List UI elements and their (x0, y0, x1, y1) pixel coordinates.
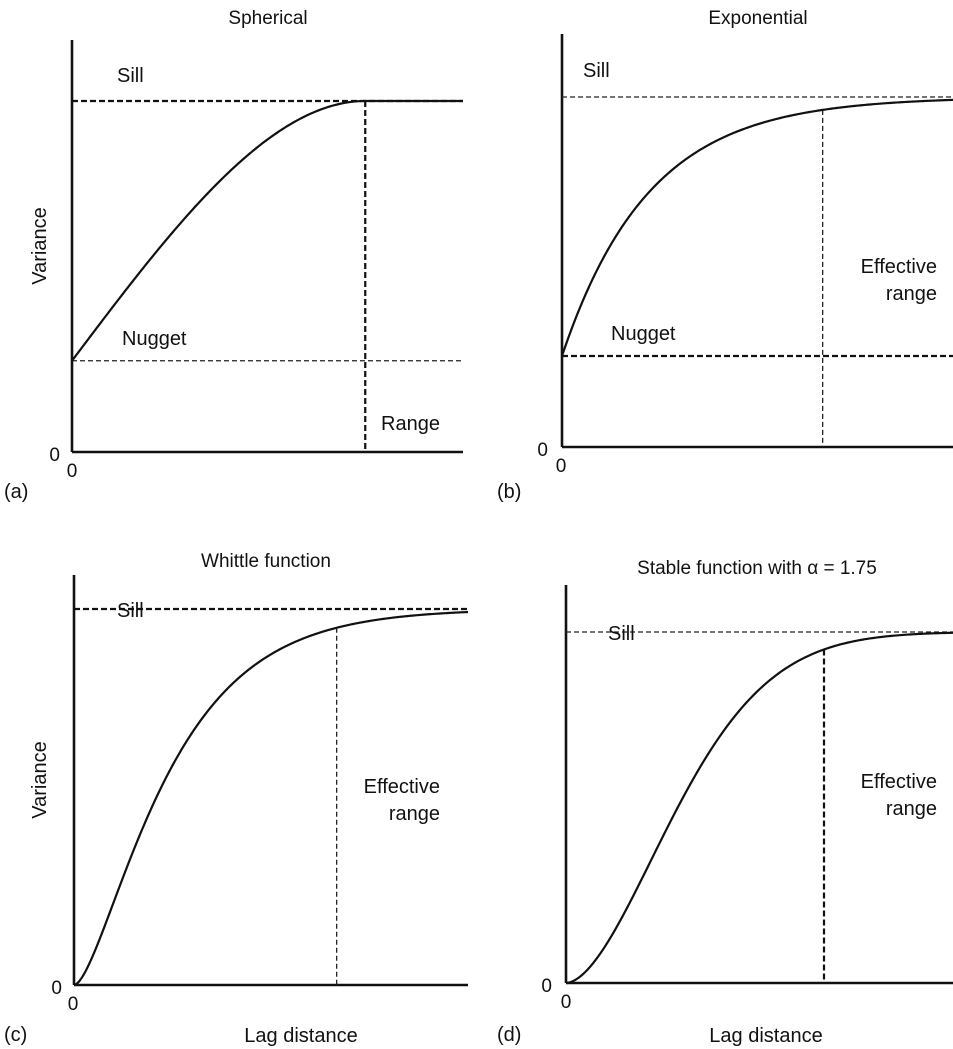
panel-b-nugget-label: Nugget (611, 323, 676, 345)
panel-a: Spherical Sill Nugget Range Variance 0 0… (4, 8, 463, 503)
panel-a-y-axis-label: Variance (29, 207, 51, 284)
panel-a-y-tick: 0 (49, 445, 60, 466)
panel-c: Whittle function Sill Effective range Va… (4, 551, 469, 1047)
panel-b-y-tick: 0 (537, 440, 548, 461)
panel-d: Stable function with α = 1.75 Sill Effec… (497, 558, 953, 1047)
panel-b-sill-label: Sill (583, 60, 610, 82)
panel-d-series-line (565, 631, 953, 985)
panel-a-label: (a) (4, 481, 28, 503)
panel-d-x-tick: 0 (561, 992, 572, 1013)
panel-b-effective-label-2: range (886, 283, 937, 305)
panel-d-x-axis-label: Lag distance (709, 1025, 822, 1047)
panel-a-title: Spherical (228, 8, 307, 29)
panel-c-series-line (73, 610, 469, 987)
panel-b-effective-label-1: Effective (861, 256, 937, 278)
panel-a-sill-label: Sill (117, 65, 144, 87)
panel-c-y-tick: 0 (51, 978, 62, 999)
panel-a-x-tick: 0 (67, 461, 78, 482)
panel-b: Exponential Sill Nugget Effective range … (497, 8, 953, 503)
panel-d-y-tick: 0 (541, 976, 552, 997)
panel-a-nugget-label: Nugget (122, 328, 187, 350)
panel-d-effective-label-2: range (886, 798, 937, 820)
panel-b-title: Exponential (708, 8, 807, 29)
panel-c-effective-label-1: Effective (364, 776, 440, 798)
panel-c-title: Whittle function (201, 551, 331, 572)
panel-d-label: (d) (497, 1024, 521, 1046)
panel-a-series-line (71, 99, 463, 362)
panel-c-effective-label-2: range (389, 803, 440, 825)
panel-d-title: Stable function with α = 1.75 (637, 558, 877, 579)
panel-b-label: (b) (497, 481, 521, 503)
panel-c-x-axis-label: Lag distance (244, 1025, 357, 1047)
panel-c-sill-label: Sill (117, 600, 144, 622)
panel-b-series-line (560, 98, 953, 357)
panel-a-range-label: Range (381, 413, 440, 435)
panel-c-y-axis-label: Variance (29, 741, 51, 818)
panel-b-x-tick: 0 (556, 456, 567, 477)
panel-c-label: (c) (4, 1024, 27, 1046)
panel-c-x-tick: 0 (68, 994, 79, 1015)
panel-d-effective-label-1: Effective (861, 771, 937, 793)
panel-d-sill-label: Sill (608, 623, 635, 645)
